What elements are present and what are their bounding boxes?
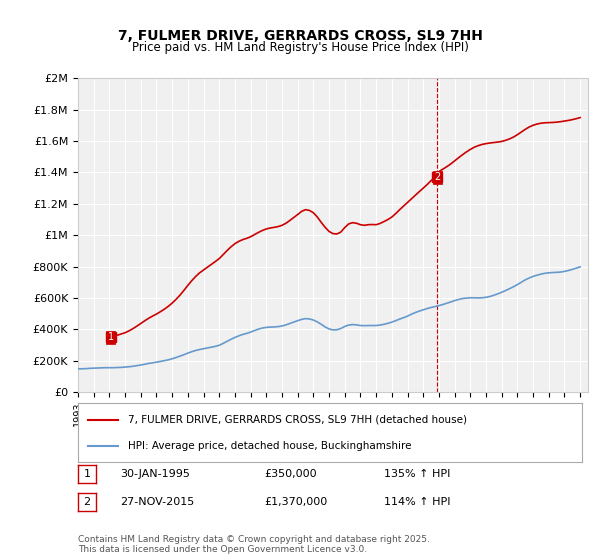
Text: 1: 1 (107, 332, 114, 342)
Text: £1,370,000: £1,370,000 (264, 497, 327, 507)
Text: HPI: Average price, detached house, Buckinghamshire: HPI: Average price, detached house, Buck… (128, 441, 412, 451)
Text: £350,000: £350,000 (264, 469, 317, 479)
Text: 135% ↑ HPI: 135% ↑ HPI (384, 469, 451, 479)
Text: Contains HM Land Registry data © Crown copyright and database right 2025.
This d: Contains HM Land Registry data © Crown c… (78, 535, 430, 554)
Text: Price paid vs. HM Land Registry's House Price Index (HPI): Price paid vs. HM Land Registry's House … (131, 41, 469, 54)
Text: 30-JAN-1995: 30-JAN-1995 (120, 469, 190, 479)
Text: 1: 1 (83, 469, 91, 479)
Text: 2: 2 (83, 497, 91, 507)
Text: 114% ↑ HPI: 114% ↑ HPI (384, 497, 451, 507)
Text: 27-NOV-2015: 27-NOV-2015 (120, 497, 194, 507)
Text: 2: 2 (434, 172, 440, 182)
Text: 7, FULMER DRIVE, GERRARDS CROSS, SL9 7HH: 7, FULMER DRIVE, GERRARDS CROSS, SL9 7HH (118, 29, 482, 44)
Text: 7, FULMER DRIVE, GERRARDS CROSS, SL9 7HH (detached house): 7, FULMER DRIVE, GERRARDS CROSS, SL9 7HH… (128, 414, 467, 424)
